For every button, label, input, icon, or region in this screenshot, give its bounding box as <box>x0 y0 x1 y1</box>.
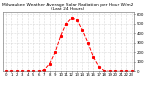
Text: Milwaukee Weather Average Solar Radiation per Hour W/m2 (Last 24 Hours): Milwaukee Weather Average Solar Radiatio… <box>1 3 133 11</box>
